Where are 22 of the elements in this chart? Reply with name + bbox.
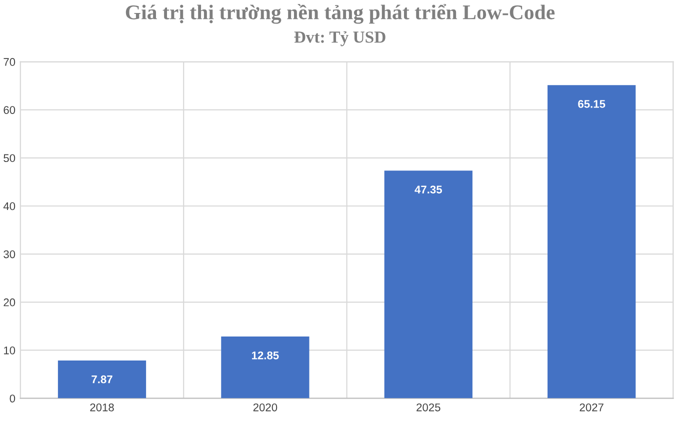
- y-tick-label: 40: [3, 202, 16, 210]
- data-label: 7.87: [92, 375, 112, 384]
- chart-title: Giá trị thị trường nền tảng phát triển Low-Code: [126, 4, 555, 24]
- y-tick-label: 60: [4, 106, 16, 114]
- chart-subtitle: Đvt: Tỷ USD: [294, 31, 386, 46]
- bar: [548, 85, 636, 398]
- bar: [384, 170, 472, 398]
- y-tick-label: 30: [4, 250, 16, 258]
- bar: [58, 360, 146, 398]
- y-tick-label: 20: [4, 298, 16, 306]
- bar: [221, 336, 310, 398]
- x-tick-label: 2020: [253, 403, 278, 412]
- x-tick-label: 2025: [416, 403, 440, 412]
- y-tick-label: 0: [10, 394, 16, 402]
- y-tick-label: 10: [4, 346, 16, 354]
- y-tick-label: 50: [4, 154, 16, 162]
- data-label: 47.35: [414, 186, 442, 194]
- data-label: 12.85: [252, 351, 279, 360]
- y-tick-label: 70: [4, 58, 16, 66]
- x-tick-label: 2018: [90, 403, 114, 412]
- data-label: 65.15: [578, 100, 606, 108]
- x-tick-label: 2027: [580, 403, 604, 412]
